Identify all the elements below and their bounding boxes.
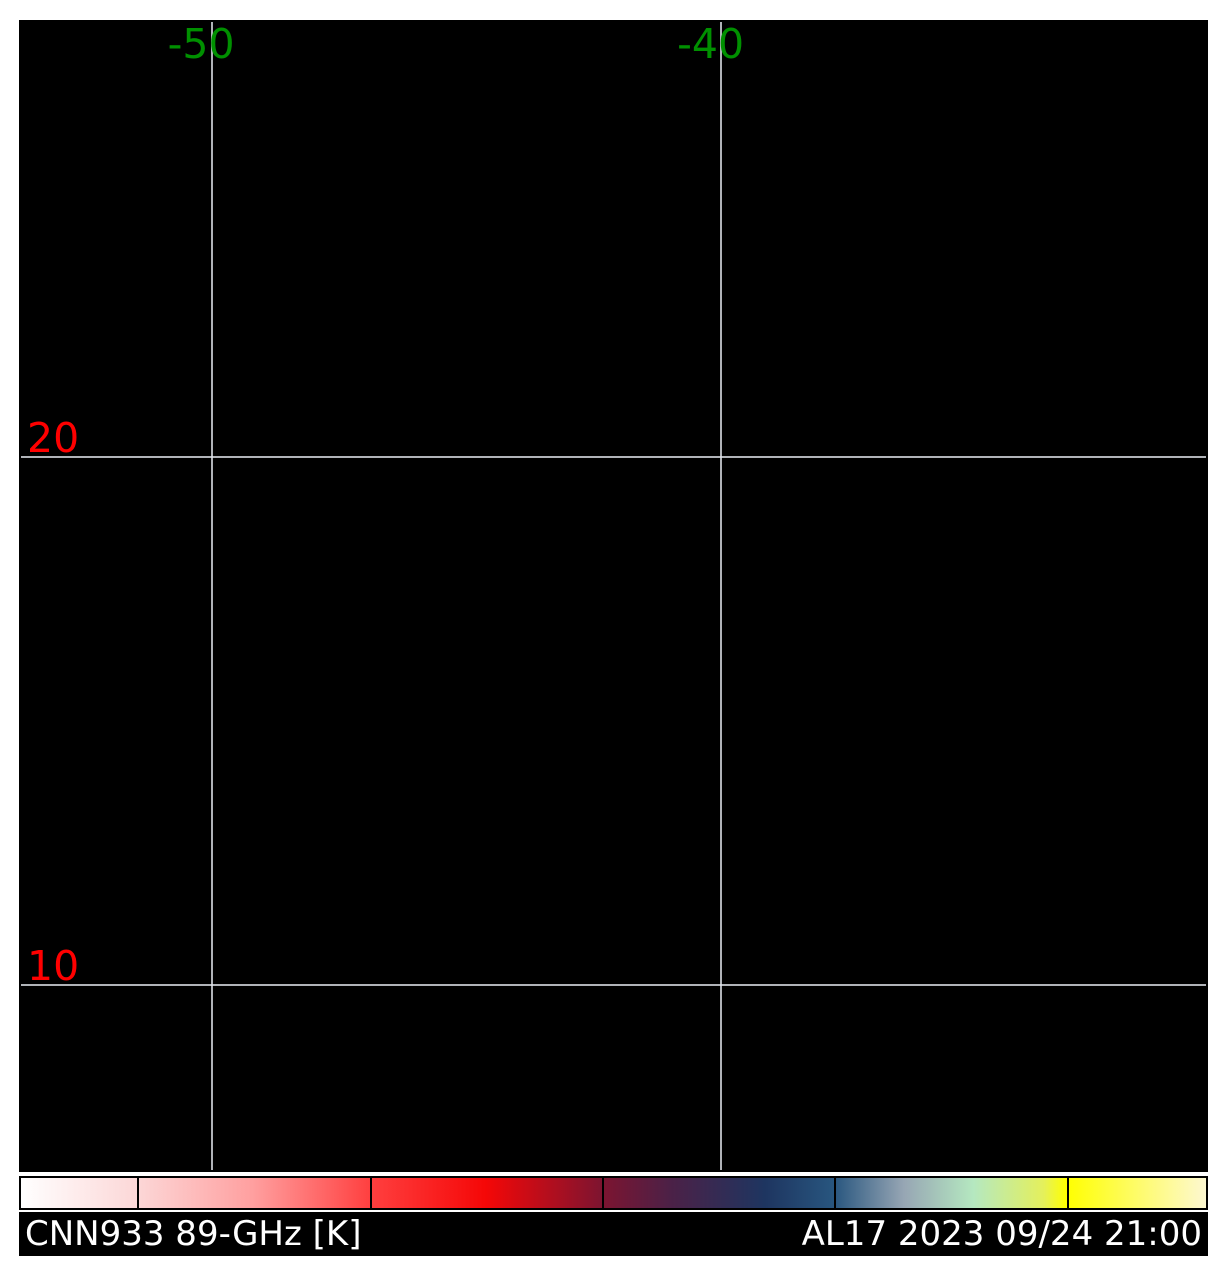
storm-timestamp-label: AL17 2023 09/24 21:00 — [801, 1214, 1202, 1254]
microwave-brightness-temperature-raster — [21, 22, 1206, 1170]
footer-bar: CNN933 89-GHz [K] AL17 2023 09/24 21:00 — [19, 1212, 1208, 1256]
colorbar-tick-100 — [137, 1178, 140, 1208]
colorbar-strip[interactable] — [19, 1176, 1208, 1210]
colorbar-tick-300 — [1066, 1178, 1069, 1208]
colorbar-gradient — [21, 1178, 1206, 1208]
satellite-image-panel[interactable]: -50 -40 20 10 — [19, 20, 1208, 1172]
colorbar-tick-150 — [369, 1178, 372, 1208]
colorbar-block[interactable] — [19, 1176, 1208, 1212]
sensor-label: CNN933 89-GHz [K] — [25, 1214, 362, 1254]
colorbar-tick-250 — [834, 1178, 837, 1208]
colorbar-tick-200 — [601, 1178, 604, 1208]
